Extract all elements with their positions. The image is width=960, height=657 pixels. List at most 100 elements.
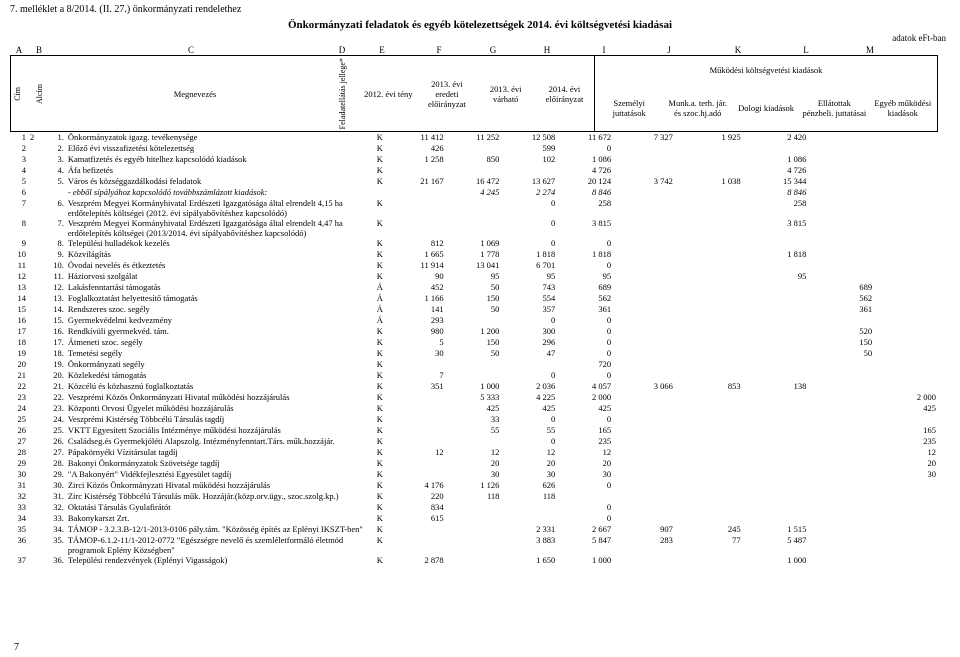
table-row: 3534.TÁMOP - 3.2.3.B-12/1-2013-0106 pály… [10,524,938,535]
cell [28,425,42,436]
cell [446,555,502,566]
cell: 689 [808,282,874,293]
cell: 425 [874,403,938,414]
cell [28,249,42,260]
cell [808,249,874,260]
cell [390,436,446,447]
cell [613,480,675,491]
cell: 33 [10,502,28,513]
cell: 35. [42,535,66,555]
cell [808,370,874,381]
cell [613,249,675,260]
cell: 12 [10,271,28,282]
cell [390,187,446,198]
cell [675,425,743,436]
cell: 2. [42,143,66,154]
cell: 8 846 [743,187,809,198]
cell: 0 [501,218,557,238]
cell [675,480,743,491]
cell [390,458,446,469]
cell: K [370,392,390,403]
cell: 554 [501,293,557,304]
cell [390,414,446,425]
cell: 20 [874,458,938,469]
table-row: 1716.Rendkívüli gyermekvéd. tám.K9801 20… [10,326,938,337]
cell [613,513,675,524]
cell: 1 000 [743,555,809,566]
cell: 1 650 [501,555,557,566]
cell: 1 086 [743,154,809,165]
cell: 18 [10,337,28,348]
cell: 0 [557,260,613,271]
cell: 20 124 [557,176,613,187]
cell [874,480,938,491]
cell [28,271,42,282]
cell [501,165,557,176]
cell: 11 [10,260,28,271]
cell [446,198,502,218]
cell: 17. [42,337,66,348]
cell: 626 [501,480,557,491]
cell: Önkormányzatok igazg. tevékenysége [66,132,370,143]
cell [613,326,675,337]
cell [28,304,42,315]
cell [446,143,502,154]
table-row: 2120.Közlekedési támogatásK700 [10,370,938,381]
cell: 0 [501,414,557,425]
cell [808,403,874,414]
cell: 3 742 [613,176,675,187]
cell: Közlekedési támogatás [66,370,370,381]
cell: 9. [42,249,66,260]
cell [874,260,938,271]
cell: K [370,359,390,370]
cell [613,165,675,176]
cell [675,370,743,381]
cell [613,315,675,326]
cell [28,555,42,566]
cell: 27. [42,447,66,458]
cell: 18. [42,348,66,359]
cell: 1 515 [743,524,809,535]
cell: K [370,218,390,238]
cell [446,535,502,555]
cell: 599 [501,143,557,154]
cell: K [370,154,390,165]
cell: 2 667 [557,524,613,535]
cell [613,187,675,198]
cell: 150 [446,293,502,304]
cell: 1 200 [446,326,502,337]
table-row: 44.Áfa befizetésK4 7264 726 [10,165,938,176]
cell: Rendszeres szoc. segély [66,304,370,315]
cell [743,304,809,315]
cell: Kamatfizetés és egyéb hitelhez kapcsolód… [66,154,370,165]
cell: 5 487 [743,535,809,555]
cell: K [370,458,390,469]
cell: 36. [42,555,66,566]
cell: 0 [501,238,557,249]
cell: 12 [501,447,557,458]
cell: 36 [10,535,28,555]
cell [743,143,809,154]
cell [808,381,874,392]
cell: 20 [10,359,28,370]
cell: 32. [42,502,66,513]
cell [808,524,874,535]
table-row: 2524.Veszprémi Kistérség Többcélú Társul… [10,414,938,425]
cell: 1 925 [675,132,743,143]
cell: K [370,414,390,425]
cell [390,392,446,403]
cell [28,535,42,555]
cell [446,370,502,381]
cell: 11 914 [390,260,446,271]
cell [675,218,743,238]
cell: Bakonyi Önkormányzatok Szövetsége tagdíj [66,458,370,469]
cell [28,293,42,304]
cell: 0 [557,414,613,425]
col-letter: K [704,45,772,55]
cell [675,154,743,165]
table-row: 2827.Pápakörnyéki Vízitársulat tagdíjK12… [10,447,938,458]
cell [743,513,809,524]
cell: 293 [390,315,446,326]
cell [874,218,938,238]
col-letter: L [772,45,840,55]
